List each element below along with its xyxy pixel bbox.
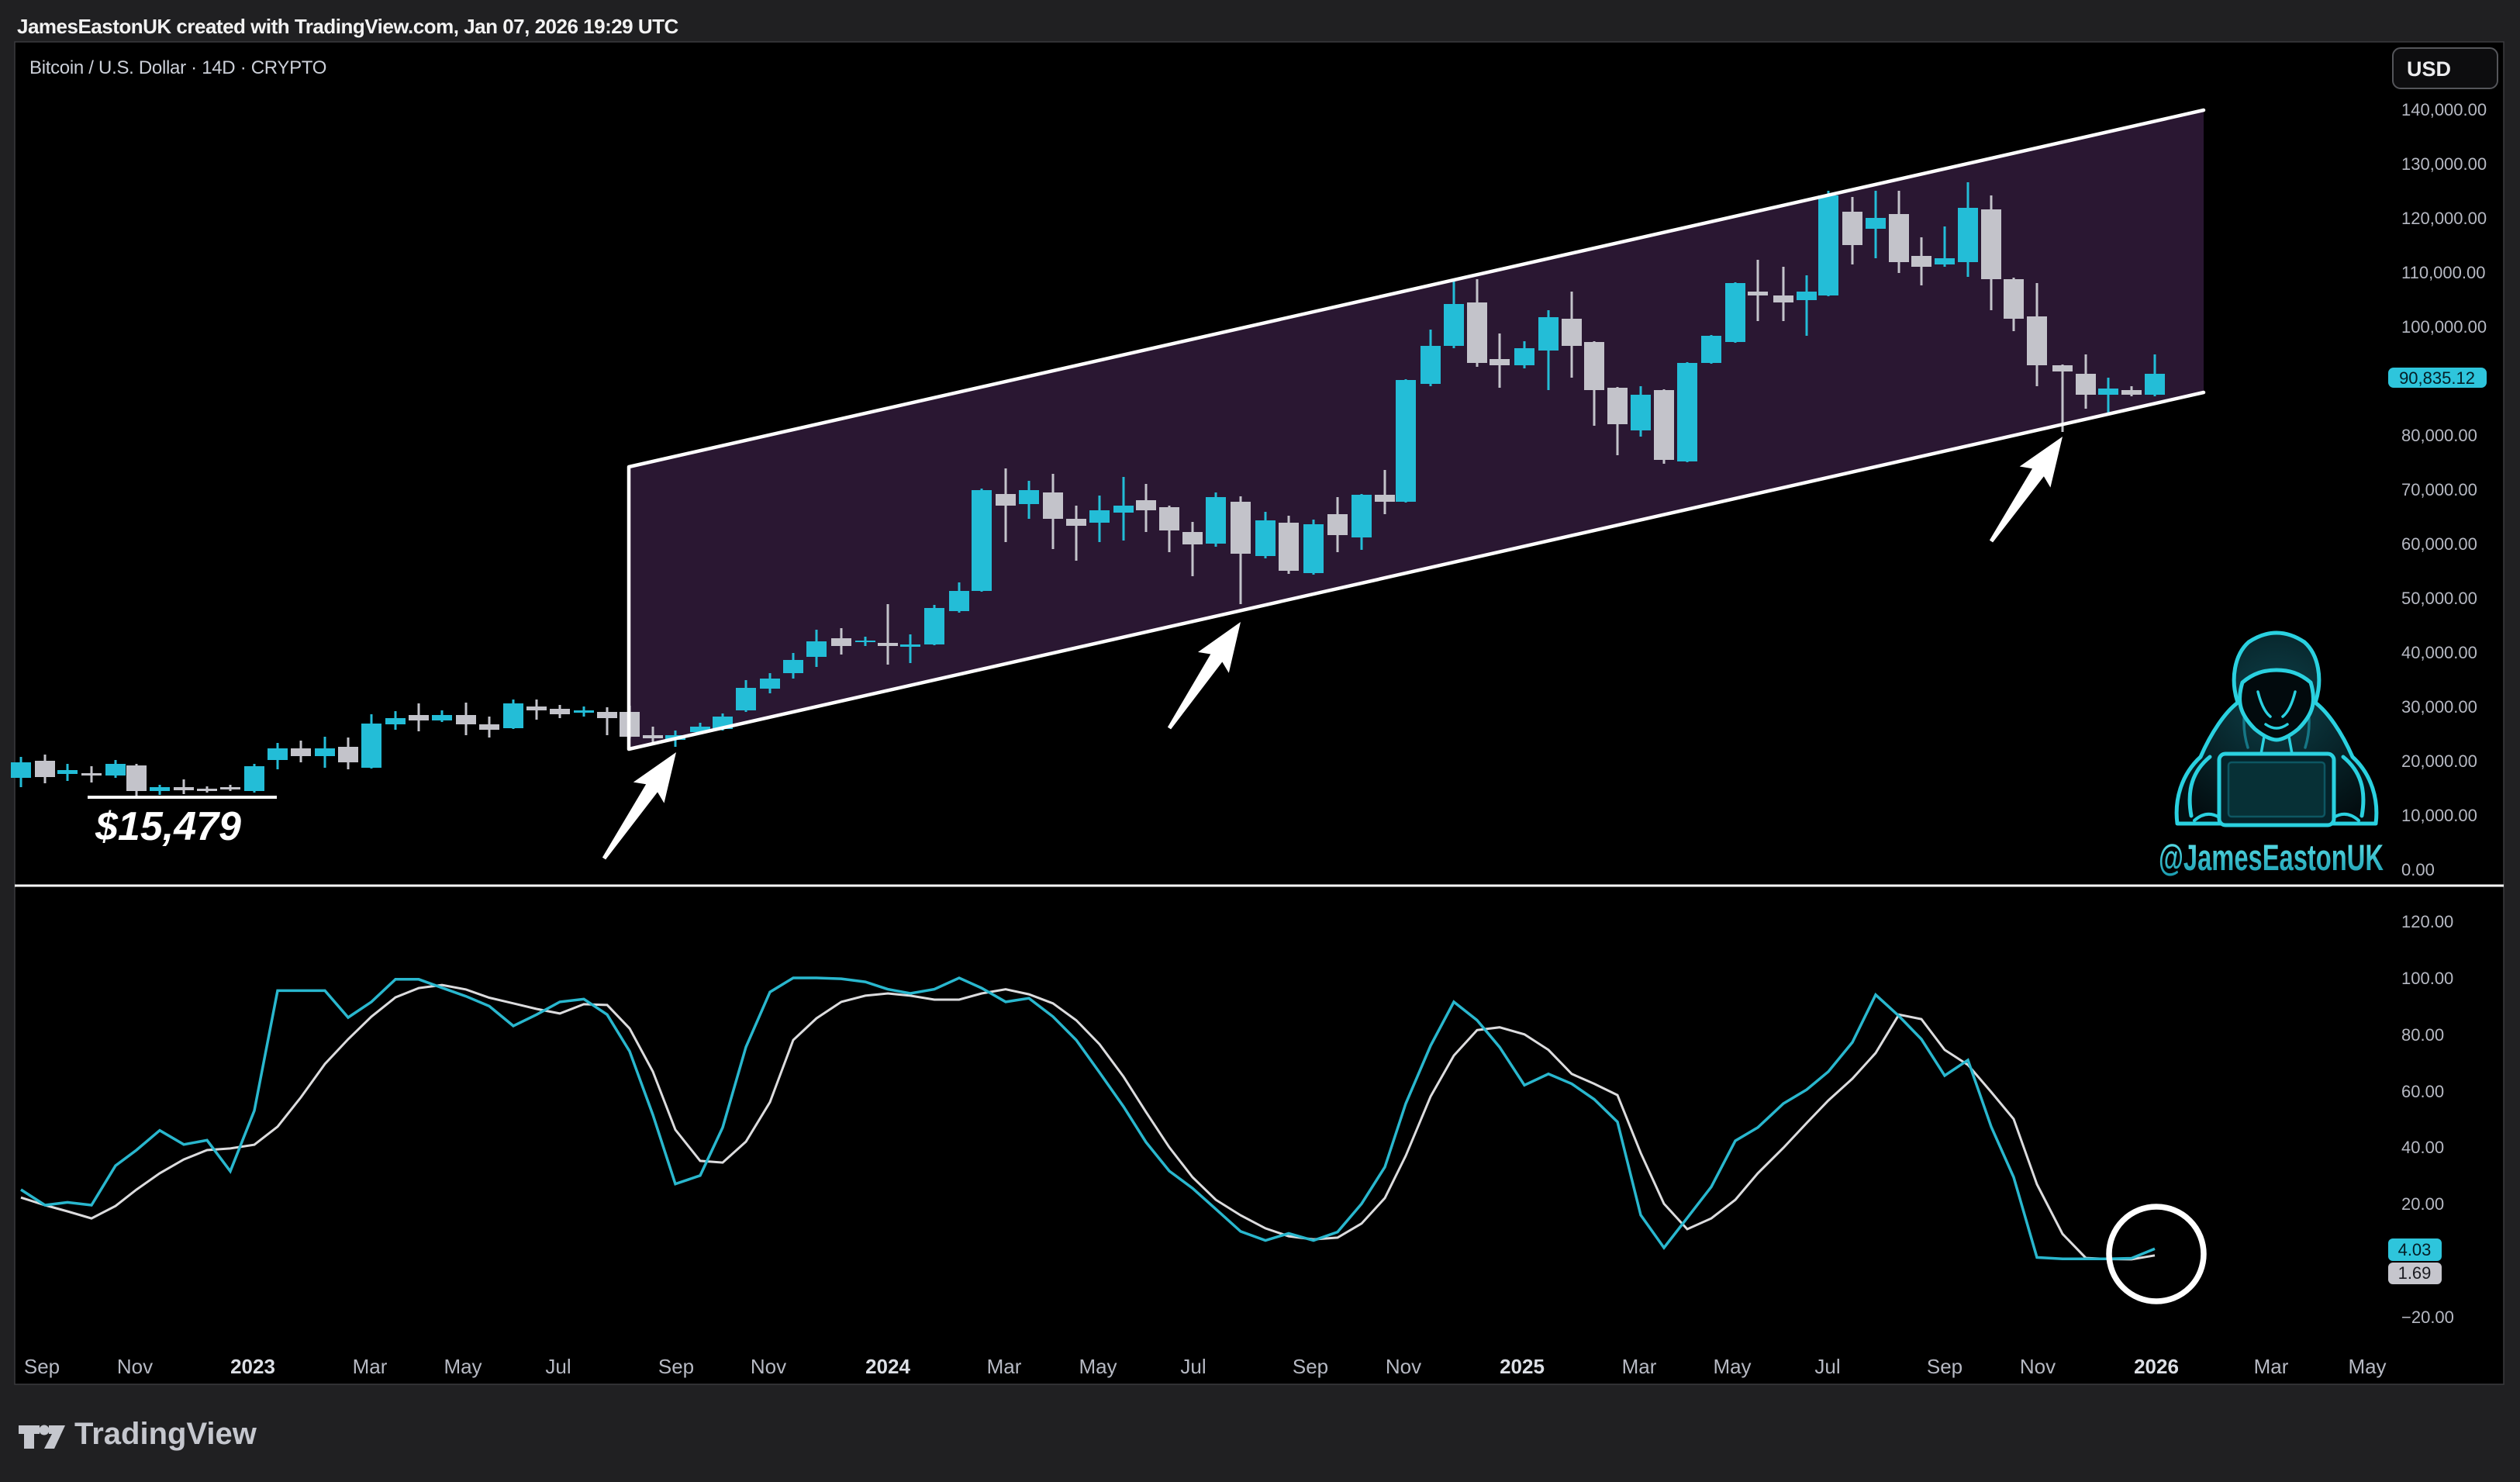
svg-text:Mar: Mar — [1622, 1355, 1657, 1378]
svg-text:−20.00: −20.00 — [2401, 1308, 2454, 1327]
svg-text:4.03: 4.03 — [2398, 1240, 2432, 1259]
svg-text:140,000.00: 140,000.00 — [2401, 100, 2487, 119]
svg-text:1.69: 1.69 — [2398, 1263, 2432, 1283]
svg-text:80.00: 80.00 — [2401, 1025, 2444, 1045]
svg-text:USD: USD — [2407, 57, 2451, 81]
svg-text:120.00: 120.00 — [2401, 912, 2453, 931]
svg-text:0.00: 0.00 — [2401, 860, 2435, 879]
svg-text:TradingView: TradingView — [74, 1417, 257, 1451]
svg-text:30,000.00: 30,000.00 — [2401, 697, 2477, 717]
svg-text:Bitcoin / U.S. Dollar · 14D ·: Bitcoin / U.S. Dollar · 14D · CRYPTO — [29, 57, 326, 78]
svg-text:2026: 2026 — [2134, 1355, 2179, 1378]
svg-text:110,000.00: 110,000.00 — [2401, 263, 2485, 282]
svg-text:@JamesEastonUK: @JamesEastonUK — [2159, 837, 2384, 878]
svg-text:Mar: Mar — [987, 1355, 1022, 1378]
svg-text:50,000.00: 50,000.00 — [2401, 589, 2477, 608]
svg-text:10,000.00: 10,000.00 — [2401, 806, 2477, 825]
svg-text:40.00: 40.00 — [2401, 1138, 2444, 1157]
svg-text:Nov: Nov — [1386, 1355, 1421, 1378]
svg-text:May: May — [1713, 1355, 1751, 1378]
svg-text:40,000.00: 40,000.00 — [2401, 643, 2477, 662]
svg-text:May: May — [444, 1355, 482, 1378]
svg-text:2025: 2025 — [1500, 1355, 1545, 1378]
svg-text:90,835.12: 90,835.12 — [2399, 368, 2475, 388]
svg-text:60,000.00: 60,000.00 — [2401, 534, 2477, 554]
svg-text:JamesEastonUK created with Tra: JamesEastonUK created with TradingView.c… — [17, 15, 679, 38]
svg-text:Sep: Sep — [1293, 1355, 1328, 1378]
svg-text:Nov: Nov — [751, 1355, 786, 1378]
svg-text:Sep: Sep — [24, 1355, 60, 1378]
svg-text:130,000.00: 130,000.00 — [2401, 154, 2487, 174]
svg-text:80,000.00: 80,000.00 — [2401, 426, 2477, 445]
svg-text:Sep: Sep — [658, 1355, 694, 1378]
svg-text:Jul: Jul — [1814, 1355, 1840, 1378]
svg-text:120,000.00: 120,000.00 — [2401, 209, 2487, 228]
svg-text:Jul: Jul — [545, 1355, 571, 1378]
svg-text:20,000.00: 20,000.00 — [2401, 751, 2477, 771]
svg-text:Sep: Sep — [1927, 1355, 1962, 1378]
svg-text:$15,479: $15,479 — [95, 804, 241, 849]
svg-text:May: May — [1079, 1355, 1117, 1378]
svg-text:2023: 2023 — [230, 1355, 275, 1378]
svg-text:Mar: Mar — [353, 1355, 388, 1378]
svg-text:2024: 2024 — [865, 1355, 910, 1378]
svg-text:May: May — [2348, 1355, 2386, 1378]
svg-text:60.00: 60.00 — [2401, 1082, 2444, 1101]
svg-text:100,000.00: 100,000.00 — [2401, 317, 2487, 337]
svg-text:Mar: Mar — [2254, 1355, 2289, 1378]
svg-text:70,000.00: 70,000.00 — [2401, 480, 2477, 499]
svg-text:Jul: Jul — [1180, 1355, 1206, 1378]
svg-text:Nov: Nov — [2020, 1355, 2056, 1378]
svg-text:20.00: 20.00 — [2401, 1194, 2444, 1214]
svg-text:100.00: 100.00 — [2401, 969, 2453, 988]
svg-text:Nov: Nov — [117, 1355, 153, 1378]
